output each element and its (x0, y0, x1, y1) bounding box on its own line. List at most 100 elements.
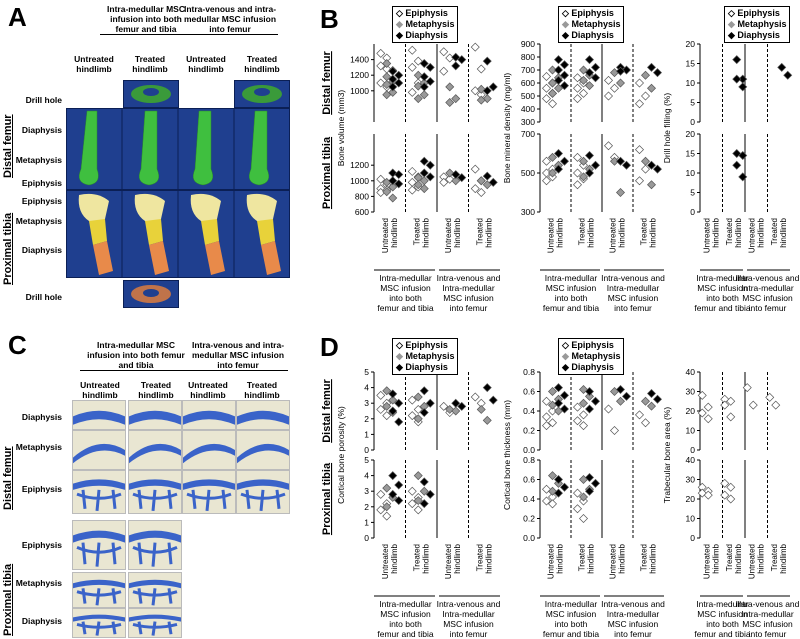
row-diaphysis-tibia: Diaphysis (21, 245, 62, 255)
y-tick-label: 4 (364, 383, 369, 393)
data-point (726, 396, 736, 406)
data-point (732, 160, 742, 170)
data-point (451, 61, 461, 71)
legend-metaphysis: ◆ Metaphysis (396, 351, 455, 361)
y-tick-label: 30 (686, 387, 696, 397)
y-tick-label: 0 (364, 533, 369, 543)
y-tick-label: 0 (690, 445, 695, 455)
legend-diaphysis: ◆ Diaphysis (396, 362, 448, 372)
data-point (376, 174, 386, 184)
y-tick-label: 3 (364, 486, 369, 496)
region-label: Proximal tibia (321, 462, 333, 535)
drill-hole-femur-treated-1 (123, 80, 179, 108)
data-point (425, 489, 435, 499)
y-tick-label: 10 (686, 78, 696, 88)
legend-diaphysis: ◆ Diaphysis (396, 30, 448, 40)
data-point (407, 486, 417, 496)
data-point (554, 398, 563, 408)
data-point (376, 48, 386, 58)
data-point (413, 414, 423, 424)
histology-image (72, 520, 126, 570)
x-category-label: hindlimb (484, 217, 493, 247)
data-point (394, 398, 404, 408)
data-point (419, 477, 429, 487)
x-category-label: Untreated (747, 218, 756, 253)
x-category-label: Treated (475, 218, 484, 245)
x-category-label: hindlimb (587, 543, 596, 573)
group-label-1: Intra-medullar MSC infusion into both femur… (543, 273, 599, 313)
data-point (579, 156, 588, 166)
x-category-label: hindlimb (779, 543, 788, 573)
data-point (407, 185, 417, 195)
histology-image (128, 608, 182, 638)
data-point (425, 172, 435, 182)
data-point (425, 62, 435, 72)
x-category-label: Treated (412, 218, 421, 245)
data-point (548, 387, 557, 396)
data-point (585, 486, 594, 496)
x-category-label: Untreated (609, 218, 618, 253)
data-point (388, 406, 398, 416)
data-point (738, 150, 748, 160)
y-tick-label: 800 (521, 52, 535, 62)
group-header-1: Intra-medullar MSC infusion into both fe… (100, 4, 192, 35)
data-point (542, 412, 551, 422)
data-point (542, 94, 551, 104)
row-drill-hole-tibia: Drill hole (25, 292, 62, 302)
data-point (573, 83, 582, 93)
data-point (738, 82, 748, 92)
y-tick-label: 20 (686, 129, 696, 139)
y-tick-label: 10 (686, 168, 696, 178)
legend-metaphysis: ◆ Metaphysis (562, 19, 621, 29)
y-axis-label: Bone volume (mm3) (336, 90, 346, 167)
y-tick-label: 40 (686, 455, 696, 465)
data-point (548, 99, 557, 109)
data-point (579, 172, 588, 182)
group-header-c2: Intra-venous and intra-medullar MSC infu… (188, 340, 288, 371)
y-tick-label: 5 (690, 188, 695, 198)
data-point (604, 141, 613, 151)
x-category-label: hindlimb (390, 217, 399, 247)
y-tick-label: 5 (364, 367, 369, 377)
x-category-label: Treated (412, 544, 421, 571)
data-point (720, 400, 730, 410)
data-point (548, 78, 557, 88)
data-point (548, 88, 557, 98)
data-point (579, 75, 588, 85)
data-point (622, 160, 631, 170)
data-point (476, 64, 486, 74)
data-point (720, 478, 730, 488)
x-category-label: hindlimb (618, 543, 627, 573)
x-category-label: Untreated (381, 218, 390, 253)
x-category-label: hindlimb (711, 543, 720, 573)
legend-epiphysis: ◇ Epiphysis (728, 8, 780, 18)
data-point (425, 398, 435, 408)
data-point (542, 396, 551, 406)
legend-b1: ◇ Epiphysis ◆ Metaphysis ◆ Diaphysis (392, 6, 459, 43)
data-point (388, 193, 398, 203)
data-point (585, 404, 594, 414)
x-category-label: Treated (770, 218, 779, 245)
data-point (742, 383, 752, 393)
y-tick-label: 10 (686, 426, 696, 436)
data-point (394, 496, 404, 506)
data-point (407, 62, 417, 72)
x-category-label: Treated (725, 218, 734, 245)
group-label-1: Intra-medullar MSC infusion into both femur… (694, 273, 750, 313)
y-tick-label: 10 (686, 514, 696, 524)
x-category-label: hindlimb (453, 543, 462, 573)
group-header-2: Intra-venous and intra-medullar MSC infu… (182, 4, 278, 35)
data-point (382, 59, 392, 68)
x-category-label: Untreated (444, 544, 453, 579)
data-point (413, 94, 423, 104)
data-point (591, 160, 600, 170)
data-point (554, 55, 563, 65)
x-category-label: hindlimb (587, 217, 596, 247)
data-point (560, 390, 569, 400)
data-point (470, 392, 480, 402)
data-point (548, 406, 557, 416)
col-untreated: Untreated hindlimb (74, 54, 114, 74)
y-tick-label: 1000 (350, 176, 369, 186)
data-point (641, 70, 650, 80)
